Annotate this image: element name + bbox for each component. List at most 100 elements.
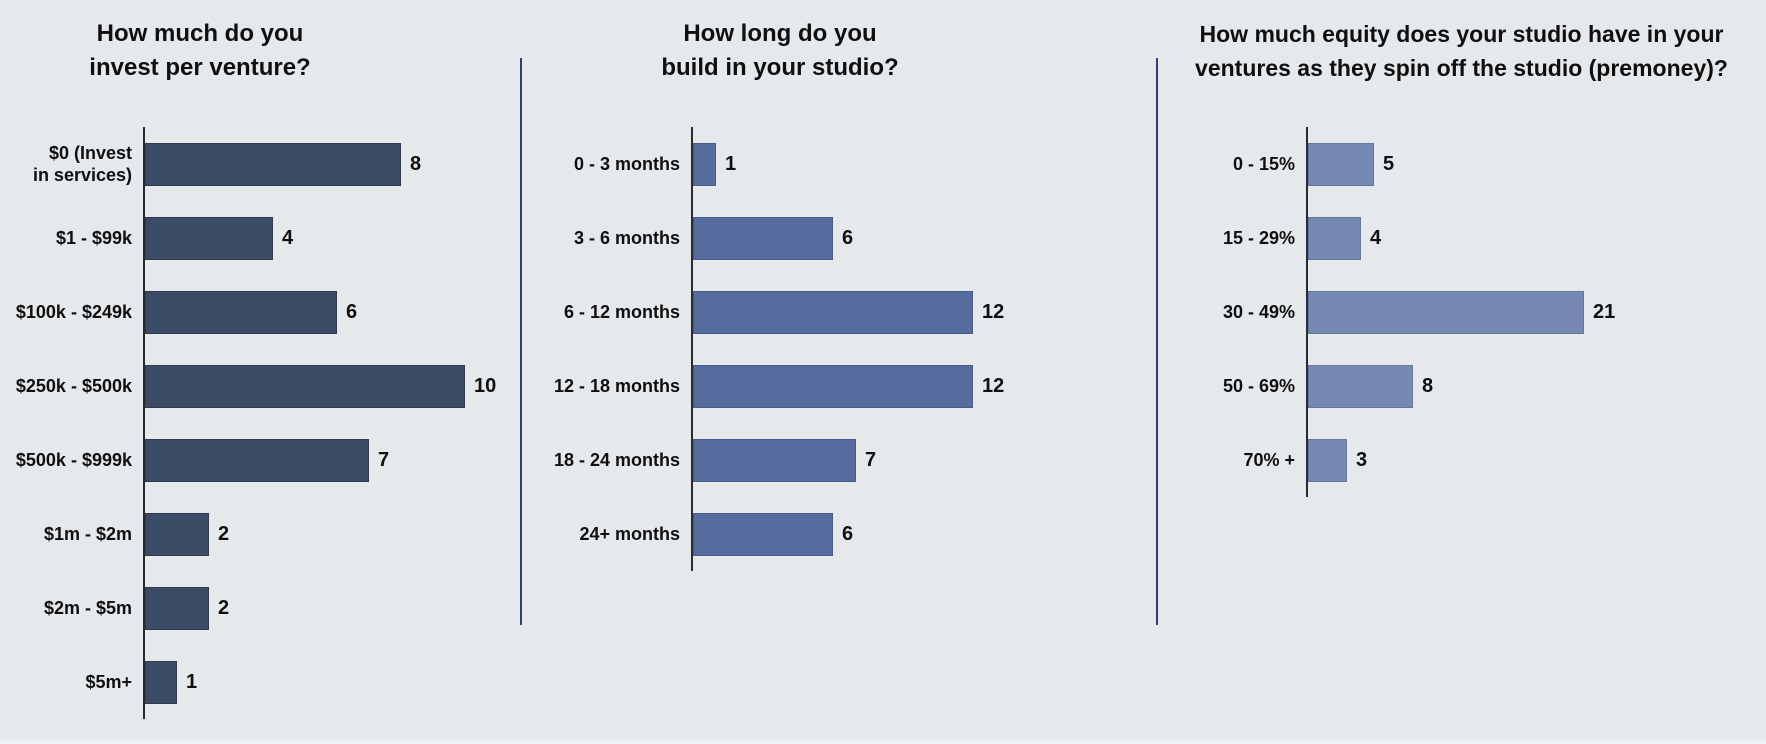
bar	[1308, 364, 1413, 408]
category-label: $100k - $249k	[15, 302, 132, 322]
bar-row: 8	[1308, 349, 1766, 423]
value-label: 10	[474, 374, 497, 397]
category-label: $500k - $999k	[15, 450, 132, 470]
bar	[1308, 216, 1361, 260]
category-label: $250k - $500k	[15, 376, 132, 396]
bar	[1308, 438, 1347, 482]
bar-row: 6	[693, 201, 1157, 275]
bar-row: 2	[145, 497, 520, 571]
category-label: 18 - 24 months	[553, 450, 680, 470]
value-label: 7	[865, 448, 877, 471]
value-label: 12	[982, 374, 1005, 397]
bar-row: 12	[693, 275, 1157, 349]
bar	[693, 512, 833, 556]
bar-row: 6	[145, 275, 520, 349]
slide-bottom-edge	[0, 738, 1766, 744]
value-label: 6	[842, 226, 854, 249]
chart-title-line: build in your studio?	[661, 54, 899, 81]
bar-row: 4	[1308, 201, 1766, 275]
bar-row: 6	[693, 497, 1157, 571]
chart-title-line: How long do you	[683, 20, 877, 47]
value-label: 3	[1356, 448, 1368, 471]
value-label: 2	[218, 596, 230, 619]
bar-row: 1	[145, 645, 520, 719]
value-label: 1	[725, 152, 737, 175]
category-label: 12 - 18 months	[553, 376, 680, 396]
category-label: 0 - 3 months	[573, 154, 680, 174]
bar	[145, 586, 209, 630]
category-label: $0 (Invest in services)	[32, 143, 132, 185]
value-label: 8	[410, 152, 422, 175]
bar-area: 5 4 21 8 3	[1306, 127, 1766, 497]
chart-title-line: How much equity does your studio have in…	[1199, 21, 1724, 47]
bar	[145, 512, 209, 556]
divider-line	[1156, 58, 1158, 625]
bar-row: 5	[1308, 127, 1766, 201]
bar-plot: 0 - 3 months 3 - 6 months 6 - 12 months 12 …	[553, 127, 1157, 571]
category-label: 6 - 12 months	[563, 302, 680, 322]
bar	[145, 438, 369, 482]
chart-title: How long do you build in your studio?	[560, 0, 1000, 127]
bar	[693, 290, 973, 334]
category-label: 15 - 29%	[1222, 228, 1295, 248]
category-label: $1m - $2m	[43, 524, 132, 544]
bar	[1308, 142, 1374, 186]
bar-row: 8	[145, 127, 520, 201]
category-axis: 0 - 3 months 3 - 6 months 6 - 12 months 12 …	[553, 127, 691, 571]
bar	[1308, 290, 1584, 334]
chart-invest-per-venture: How much do you invest per venture? $0 (…	[0, 0, 520, 719]
bar-row: 7	[693, 423, 1157, 497]
bar-row: 4	[145, 201, 520, 275]
category-label: 0 - 15%	[1232, 154, 1295, 174]
chart-title-line: invest per venture?	[89, 54, 311, 81]
value-label: 7	[378, 448, 390, 471]
bar-row: 21	[1308, 275, 1766, 349]
chart-title-line: ventures as they spin off the studio (pr…	[1195, 55, 1728, 81]
category-label: 30 - 49%	[1222, 302, 1295, 322]
category-axis: 0 - 15% 15 - 29% 30 - 49% 50 - 69% 70% +	[1157, 127, 1306, 497]
category-label: $2m - $5m	[43, 598, 132, 618]
bar-row: 1	[693, 127, 1157, 201]
bar	[693, 142, 716, 186]
value-label: 6	[842, 522, 854, 545]
bar	[145, 660, 177, 704]
chart-title: How much equity does your studio have in…	[1157, 0, 1766, 127]
chart-build-duration: How long do you build in your studio? 0 …	[553, 0, 1157, 571]
value-label: 21	[1593, 300, 1616, 323]
category-label: 24+ months	[579, 524, 680, 544]
category-label: $1 - $99k	[55, 228, 132, 248]
chart-title: How much do you invest per venture?	[0, 0, 400, 127]
bar	[693, 216, 833, 260]
value-label: 4	[1370, 226, 1382, 249]
category-label: 3 - 6 months	[573, 228, 680, 248]
bar	[145, 290, 337, 334]
category-label: 70% +	[1243, 450, 1295, 470]
category-label: 50 - 69%	[1222, 376, 1295, 396]
bar-area: 1 6 12 12 7 6	[691, 127, 1157, 571]
value-label: 5	[1383, 152, 1395, 175]
bar-row: 12	[693, 349, 1157, 423]
bar-plot: $0 (Invest in services) $1 - $99k $100k - …	[0, 127, 520, 719]
value-label: 2	[218, 522, 230, 545]
bar	[693, 364, 973, 408]
bar-row: 7	[145, 423, 520, 497]
chart-studio-equity: How much equity does your studio have in…	[1157, 0, 1766, 497]
value-label: 4	[282, 226, 294, 249]
value-label: 6	[346, 300, 358, 323]
bar	[145, 216, 273, 260]
value-label: 8	[1422, 374, 1434, 397]
bar-area: 8 4 6 10 7 2 2 1	[143, 127, 520, 719]
bar-row: 10	[145, 349, 520, 423]
category-label: $5m+	[85, 672, 132, 692]
bar	[145, 364, 465, 408]
bar-plot: 0 - 15% 15 - 29% 30 - 49% 50 - 69% 70% + 5 4 21…	[1157, 127, 1766, 497]
bar	[693, 438, 856, 482]
value-label: 12	[982, 300, 1005, 323]
bar	[145, 142, 401, 186]
divider-line	[520, 58, 522, 625]
bar-row: 3	[1308, 423, 1766, 497]
category-axis: $0 (Invest in services) $1 - $99k $100k - …	[0, 127, 143, 719]
bar-row: 2	[145, 571, 520, 645]
chart-title-line: How much do you	[96, 20, 304, 47]
